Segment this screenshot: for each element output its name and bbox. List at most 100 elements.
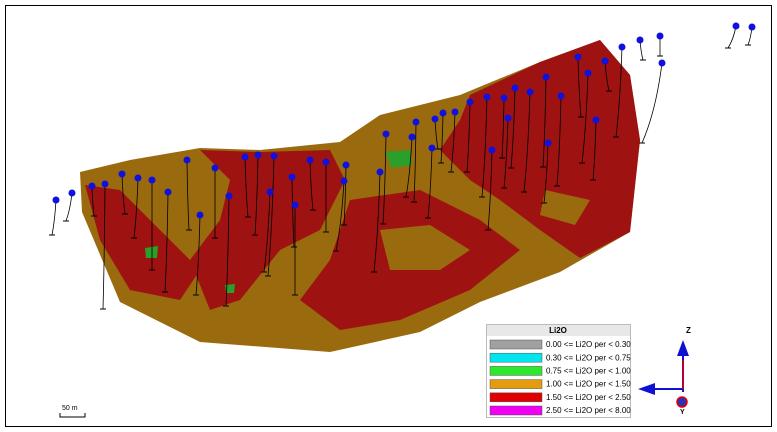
drillhole-collar: [52, 196, 60, 204]
legend-label: 2.50 <= Li2O per < 8.00: [546, 406, 631, 415]
legend-label: 1.50 <= Li2O per < 2.50: [546, 393, 631, 402]
drillhole-trace: [523, 91, 531, 193]
drillhole-collar: [291, 201, 299, 209]
legend-swatch: [489, 405, 543, 416]
drillhole-collar: [340, 177, 348, 185]
drillhole-trace: [343, 164, 347, 226]
scale-bar: 50 m: [59, 405, 86, 418]
grade-zone: [380, 225, 470, 270]
drillhole-collar: [592, 116, 600, 124]
legend-label: 1.00 <= Li2O per < 1.50: [546, 380, 631, 389]
drillhole-collar: [342, 161, 350, 169]
drillhole-trace: [450, 111, 456, 173]
grade-zone: [145, 246, 158, 258]
drillhole-collar: [88, 182, 96, 190]
drillhole-trace: [244, 156, 249, 218]
drillhole-collar: [439, 109, 447, 117]
grade-zone: [190, 150, 345, 310]
axis-triad: Z Y: [638, 326, 691, 416]
legend-swatch: [489, 392, 543, 403]
drillhole-collar: [584, 69, 592, 77]
drillhole-collar: [382, 130, 390, 138]
drillhole-collar: [544, 139, 552, 147]
drillhole-collar: [225, 192, 233, 200]
drillhole-trace: [373, 171, 381, 273]
drillhole-collar: [636, 36, 644, 44]
scale-line: [59, 413, 86, 418]
drillhole-collar: [376, 168, 384, 176]
drillhole-trace: [382, 133, 387, 225]
drillhole-trace: [195, 214, 201, 296]
drillhole-trace: [405, 136, 413, 198]
grade-zone: [85, 185, 200, 300]
grade-zone: [225, 284, 235, 293]
drillhole-trace: [543, 142, 549, 204]
drillhole-trace: [577, 56, 582, 118]
drillhole-collar: [266, 188, 274, 196]
drillhole-trace: [309, 159, 314, 211]
drillhole-trace: [481, 96, 488, 198]
drillhole-collar: [451, 108, 459, 116]
drillhole-collar: [288, 173, 296, 181]
drillhole-trace: [542, 76, 547, 168]
drillhole-collar: [658, 59, 666, 67]
z-arrow: [677, 340, 689, 356]
legend-label: 0.75 <= Li2O per < 1.00: [546, 367, 631, 376]
drillhole-collar: [408, 133, 416, 141]
legend-label: 0.30 <= Li2O per < 0.75: [546, 353, 631, 362]
legend-items: 0.00 <= Li2O per < 0.30 0.30 <= Li2O per …: [489, 339, 631, 416]
y-label: Y: [680, 409, 685, 416]
drillhole-collar: [483, 93, 491, 101]
legend-title: Li2O: [549, 326, 567, 335]
legend-swatch: [489, 379, 543, 389]
drillhole-collar: [412, 118, 420, 126]
drillhole-collar: [134, 174, 142, 182]
drillhole-collar: [504, 114, 512, 122]
drillhole-collar: [557, 92, 565, 100]
drillhole-trace: [592, 119, 597, 181]
drillhole-collar: [211, 164, 219, 172]
drillhole-trace: [501, 97, 505, 159]
drillhole-trace: [186, 159, 190, 231]
legend-label: 0.00 <= Li2O per < 0.30: [546, 340, 631, 349]
drillhole-collar: [618, 43, 626, 51]
drillhole-collar: [164, 188, 172, 196]
drillhole-collar: [500, 94, 508, 102]
drillhole-trace: [164, 191, 169, 293]
block-model: [80, 40, 640, 352]
legend-swatch: [489, 352, 543, 363]
drillhole-trace: [121, 173, 126, 215]
legend-header: [487, 325, 630, 336]
legend-swatch: [489, 339, 543, 350]
drillhole-trace: [133, 177, 139, 239]
drillhole-collar: [270, 152, 278, 160]
drillhole-collar: [526, 88, 534, 96]
drillhole-trace: [225, 195, 230, 307]
drillhole-collar: [428, 144, 436, 152]
drillhole-collar: [322, 158, 330, 166]
drillhole-trace: [503, 117, 509, 189]
y-axis-end: [676, 396, 688, 408]
drillhole-trace: [263, 191, 271, 273]
drillhole-trace: [291, 176, 295, 248]
drillhole-collar: [511, 84, 519, 92]
grade-zone: [540, 190, 590, 225]
drillhole-collar: [488, 146, 496, 154]
drillhole-trace: [335, 180, 345, 252]
drillhole-trace: [510, 87, 516, 169]
drillhole-trace: [615, 46, 623, 138]
grade-zone: [385, 150, 412, 168]
drillhole-collar: [732, 22, 740, 30]
drillhole-collar: [466, 98, 474, 106]
x-arrow: [638, 383, 655, 395]
drillhole-collar: [196, 211, 204, 219]
legend: Li2O 0.00 <= Li2O per < 0.30 0.30 <= Li2O…: [486, 324, 631, 418]
drillhole-collar: [241, 153, 249, 161]
drillhole-trace: [466, 101, 471, 173]
drillhole-collar: [101, 180, 109, 188]
drillhole-collar: [306, 156, 314, 164]
scale-label: 50 m: [62, 405, 78, 412]
drillhole-trace: [556, 95, 562, 187]
drillhole-collar: [183, 156, 191, 164]
